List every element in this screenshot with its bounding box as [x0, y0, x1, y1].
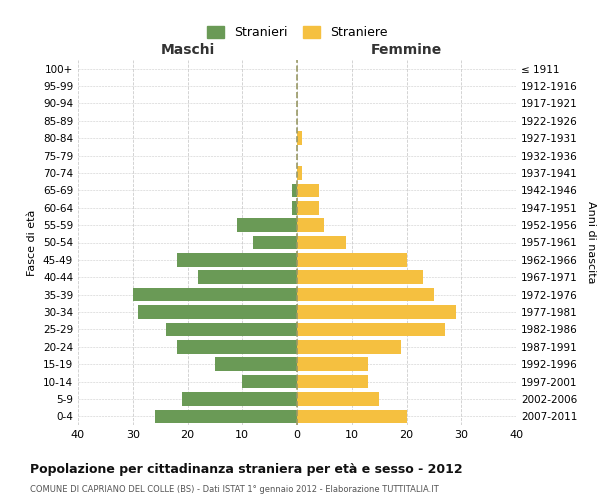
Bar — [297, 218, 325, 232]
Bar — [297, 132, 302, 145]
Bar — [155, 410, 297, 423]
Bar — [176, 340, 297, 353]
Bar — [297, 288, 434, 302]
Bar — [138, 305, 297, 319]
Bar — [199, 270, 297, 284]
Text: Femmine: Femmine — [371, 42, 442, 56]
Text: Maschi: Maschi — [160, 42, 215, 56]
Bar — [297, 184, 319, 197]
Bar — [297, 236, 346, 250]
Bar — [292, 201, 297, 214]
Bar — [297, 253, 407, 266]
Bar — [297, 410, 407, 423]
Text: COMUNE DI CAPRIANO DEL COLLE (BS) - Dati ISTAT 1° gennaio 2012 - Elaborazione TU: COMUNE DI CAPRIANO DEL COLLE (BS) - Dati… — [30, 485, 439, 494]
Bar — [166, 322, 297, 336]
Bar — [297, 358, 368, 371]
Bar — [297, 340, 401, 353]
Bar — [292, 184, 297, 197]
Bar — [133, 288, 297, 302]
Bar — [297, 166, 302, 180]
Bar — [297, 201, 319, 214]
Bar — [176, 253, 297, 266]
Bar — [297, 270, 423, 284]
Bar — [182, 392, 297, 406]
Text: Popolazione per cittadinanza straniera per età e sesso - 2012: Popolazione per cittadinanza straniera p… — [30, 462, 463, 475]
Y-axis label: Anni di nascita: Anni di nascita — [586, 201, 596, 284]
Bar — [215, 358, 297, 371]
Bar — [297, 375, 368, 388]
Bar — [297, 322, 445, 336]
Bar — [297, 392, 379, 406]
Y-axis label: Fasce di età: Fasce di età — [28, 210, 37, 276]
Bar — [242, 375, 297, 388]
Bar — [297, 305, 456, 319]
Legend: Stranieri, Straniere: Stranieri, Straniere — [203, 22, 391, 43]
Bar — [253, 236, 297, 250]
Bar — [237, 218, 297, 232]
